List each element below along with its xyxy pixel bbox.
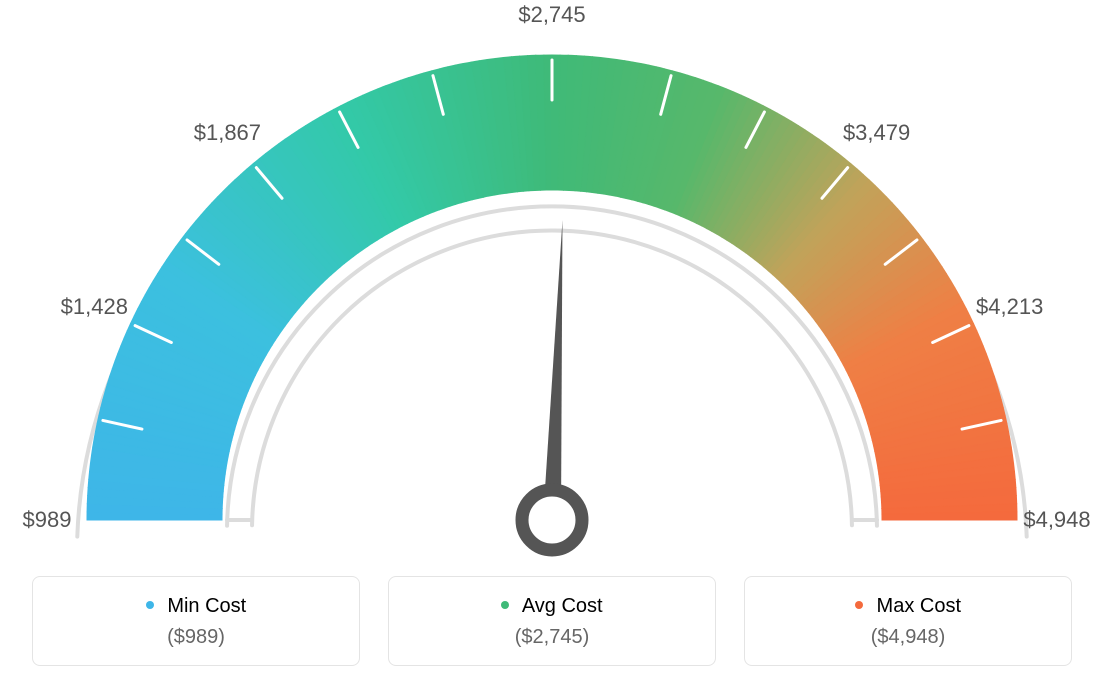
legend-avg-dot	[501, 601, 509, 609]
gauge-scale-label: $3,479	[843, 120, 910, 146]
gauge-scale-label: $4,213	[976, 294, 1043, 320]
legend-card-min: Min Cost ($989)	[32, 576, 360, 666]
gauge-scale-label: $2,745	[518, 2, 585, 28]
legend-min-value: ($989)	[43, 626, 349, 649]
gauge-chart: $989 $1,428 $1,867 $2,745 $3,479 $4,213 $4,948	[0, 0, 1104, 560]
legend-card-avg: Avg Cost ($2,745)	[388, 576, 716, 666]
gauge-scale-label: $4,948	[1023, 507, 1090, 533]
cost-gauge-widget: $989 $1,428 $1,867 $2,745 $3,479 $4,213 $4,948…	[0, 0, 1104, 690]
legend-avg-label: Avg Cost	[522, 595, 603, 617]
legend-avg-title: Avg Cost	[399, 595, 705, 618]
gauge-scale-label: $1,428	[61, 294, 128, 320]
legend-card-max: Max Cost ($4,948)	[744, 576, 1072, 666]
gauge-scale-label: $1,867	[194, 120, 261, 146]
gauge-scale-label: $989	[23, 507, 72, 533]
legend-max-dot	[855, 601, 863, 609]
legend-max-label: Max Cost	[877, 595, 961, 617]
legend-avg-value: ($2,745)	[399, 626, 705, 649]
legend-min-label: Min Cost	[167, 595, 246, 617]
legend-max-value: ($4,948)	[755, 626, 1061, 649]
gauge-svg	[0, 0, 1104, 560]
legend-min-title: Min Cost	[43, 595, 349, 618]
legend-row: Min Cost ($989) Avg Cost ($2,745) Max Co…	[32, 576, 1072, 666]
legend-min-dot	[146, 601, 154, 609]
legend-max-title: Max Cost	[755, 595, 1061, 618]
